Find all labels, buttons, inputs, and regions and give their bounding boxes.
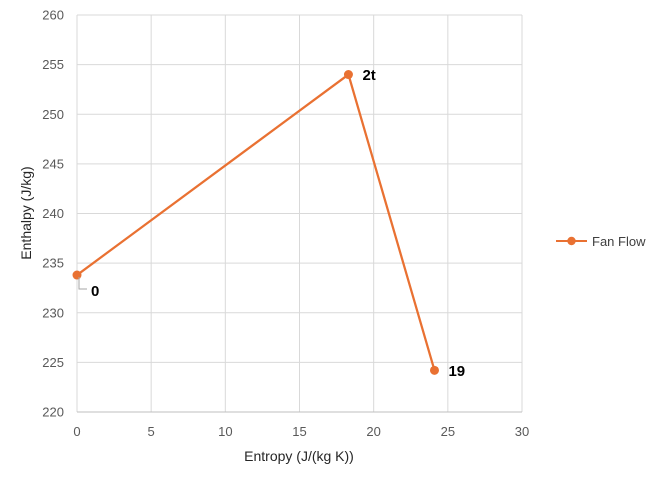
data-point <box>72 270 82 280</box>
x-tick-label: 0 <box>73 424 80 439</box>
y-tick-label: 220 <box>42 405 64 420</box>
series-fan-flow: 0 2t 19 <box>72 67 465 380</box>
x-tick-label: 5 <box>148 424 155 439</box>
y-tick-label: 225 <box>42 355 64 370</box>
gridlines <box>76 14 523 413</box>
data-label: 0 <box>91 283 99 300</box>
series-line <box>76 72 436 371</box>
y-tick-label: 250 <box>42 107 64 122</box>
y-tick-label: 260 <box>42 8 64 23</box>
data-label: 19 <box>448 363 465 380</box>
x-tick-label: 20 <box>366 424 380 439</box>
x-tick-label: 30 <box>515 424 529 439</box>
data-point <box>429 365 439 375</box>
x-tick-label: 25 <box>441 424 455 439</box>
legend-label: Fan Flow <box>592 234 646 249</box>
y-tick-label: 240 <box>42 206 64 221</box>
data-point <box>343 70 353 80</box>
y-tick-label: 230 <box>42 305 64 320</box>
x-tick-label: 10 <box>218 424 232 439</box>
y-axis-title: Enthalpy (J/kg) <box>18 166 34 259</box>
x-axis-title: Entropy (J/(kg K)) <box>244 448 354 464</box>
data-label: 2t <box>362 67 375 84</box>
tick-labels: 220 225 230 235 240 245 250 255 260 0 5 10 15 20 25 30 <box>42 8 529 440</box>
y-tick-label: 235 <box>42 256 64 271</box>
legend-marker <box>567 236 576 246</box>
leader-line <box>78 277 87 290</box>
y-tick-label: 245 <box>42 156 64 171</box>
legend: Fan Flow <box>556 234 646 249</box>
y-tick-label: 255 <box>42 57 64 72</box>
x-tick-label: 15 <box>292 424 306 439</box>
